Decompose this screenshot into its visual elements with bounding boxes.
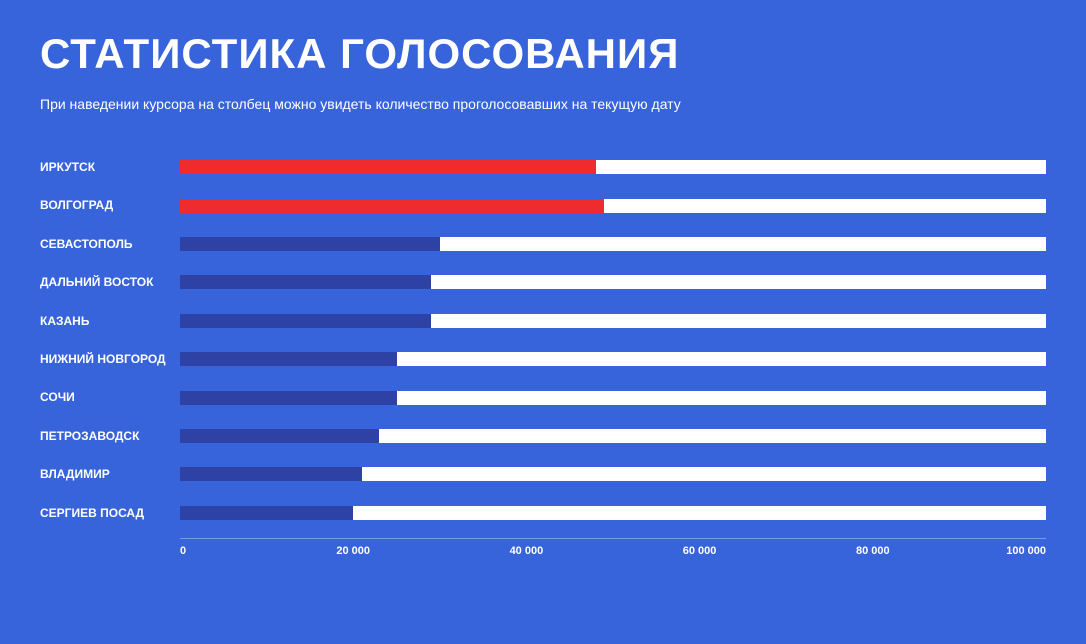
x-axis: 0 20 000 40 000 60 000 80 000 100 000 [40,538,1046,568]
axis-tick: 100 000 [1006,545,1046,557]
row-label: СЕВАСТОПОЛЬ [40,237,180,251]
bar-track[interactable] [180,429,1046,443]
bar-track[interactable] [180,314,1046,328]
row-label: СОЧИ [40,390,180,404]
page-title: СТАТИСТИКА ГОЛОСОВАНИЯ [40,30,1046,78]
axis-tick: 80 000 [856,545,890,557]
chart-row: ВОЛГОГРАД [40,198,1046,212]
bar-track[interactable] [180,237,1046,251]
voting-bar-chart: ИРКУТСК ВОЛГОГРАД СЕВАСТОПОЛЬ ДАЛЬНИЙ ВОСТО… [40,160,1046,520]
page-subtitle: При наведении курсора на столбец можно у… [40,96,1046,112]
bar-fill[interactable] [180,352,397,366]
axis-tick: 40 000 [510,545,544,557]
bar-fill[interactable] [180,237,440,251]
bar-fill[interactable] [180,314,431,328]
chart-row: ИРКУТСК [40,160,1046,174]
row-label: КАЗАНЬ [40,314,180,328]
chart-row: НИЖНИЙ НОВГОРОД [40,352,1046,366]
bar-track[interactable] [180,160,1046,174]
row-label: ПЕТРОЗАВОДСК [40,429,180,443]
bar-fill[interactable] [180,467,362,481]
chart-row: СЕВАСТОПОЛЬ [40,237,1046,251]
row-label: ИРКУТСК [40,160,180,174]
bar-fill[interactable] [180,429,379,443]
bar-track[interactable] [180,275,1046,289]
chart-row: СЕРГИЕВ ПОСАД [40,506,1046,520]
chart-row: СОЧИ [40,390,1046,404]
row-label: ВОЛГОГРАД [40,198,180,212]
axis-tick: 20 000 [336,545,370,557]
chart-row: ДАЛЬНИЙ ВОСТОК [40,275,1046,289]
bar-fill[interactable] [180,199,604,213]
bar-fill[interactable] [180,506,353,520]
chart-row: ПЕТРОЗАВОДСК [40,429,1046,443]
row-label: ДАЛЬНИЙ ВОСТОК [40,275,180,289]
bar-fill[interactable] [180,275,431,289]
bar-track[interactable] [180,391,1046,405]
axis-tick: 0 [180,545,186,557]
bar-track[interactable] [180,506,1046,520]
bar-fill[interactable] [180,391,397,405]
chart-row: ВЛАДИМИР [40,467,1046,481]
row-label: ВЛАДИМИР [40,467,180,481]
bar-fill[interactable] [180,160,596,174]
chart-row: КАЗАНЬ [40,314,1046,328]
row-label: СЕРГИЕВ ПОСАД [40,506,180,520]
bar-track[interactable] [180,199,1046,213]
bar-track[interactable] [180,467,1046,481]
axis-tick: 60 000 [683,545,717,557]
row-label: НИЖНИЙ НОВГОРОД [40,352,180,366]
bar-track[interactable] [180,352,1046,366]
